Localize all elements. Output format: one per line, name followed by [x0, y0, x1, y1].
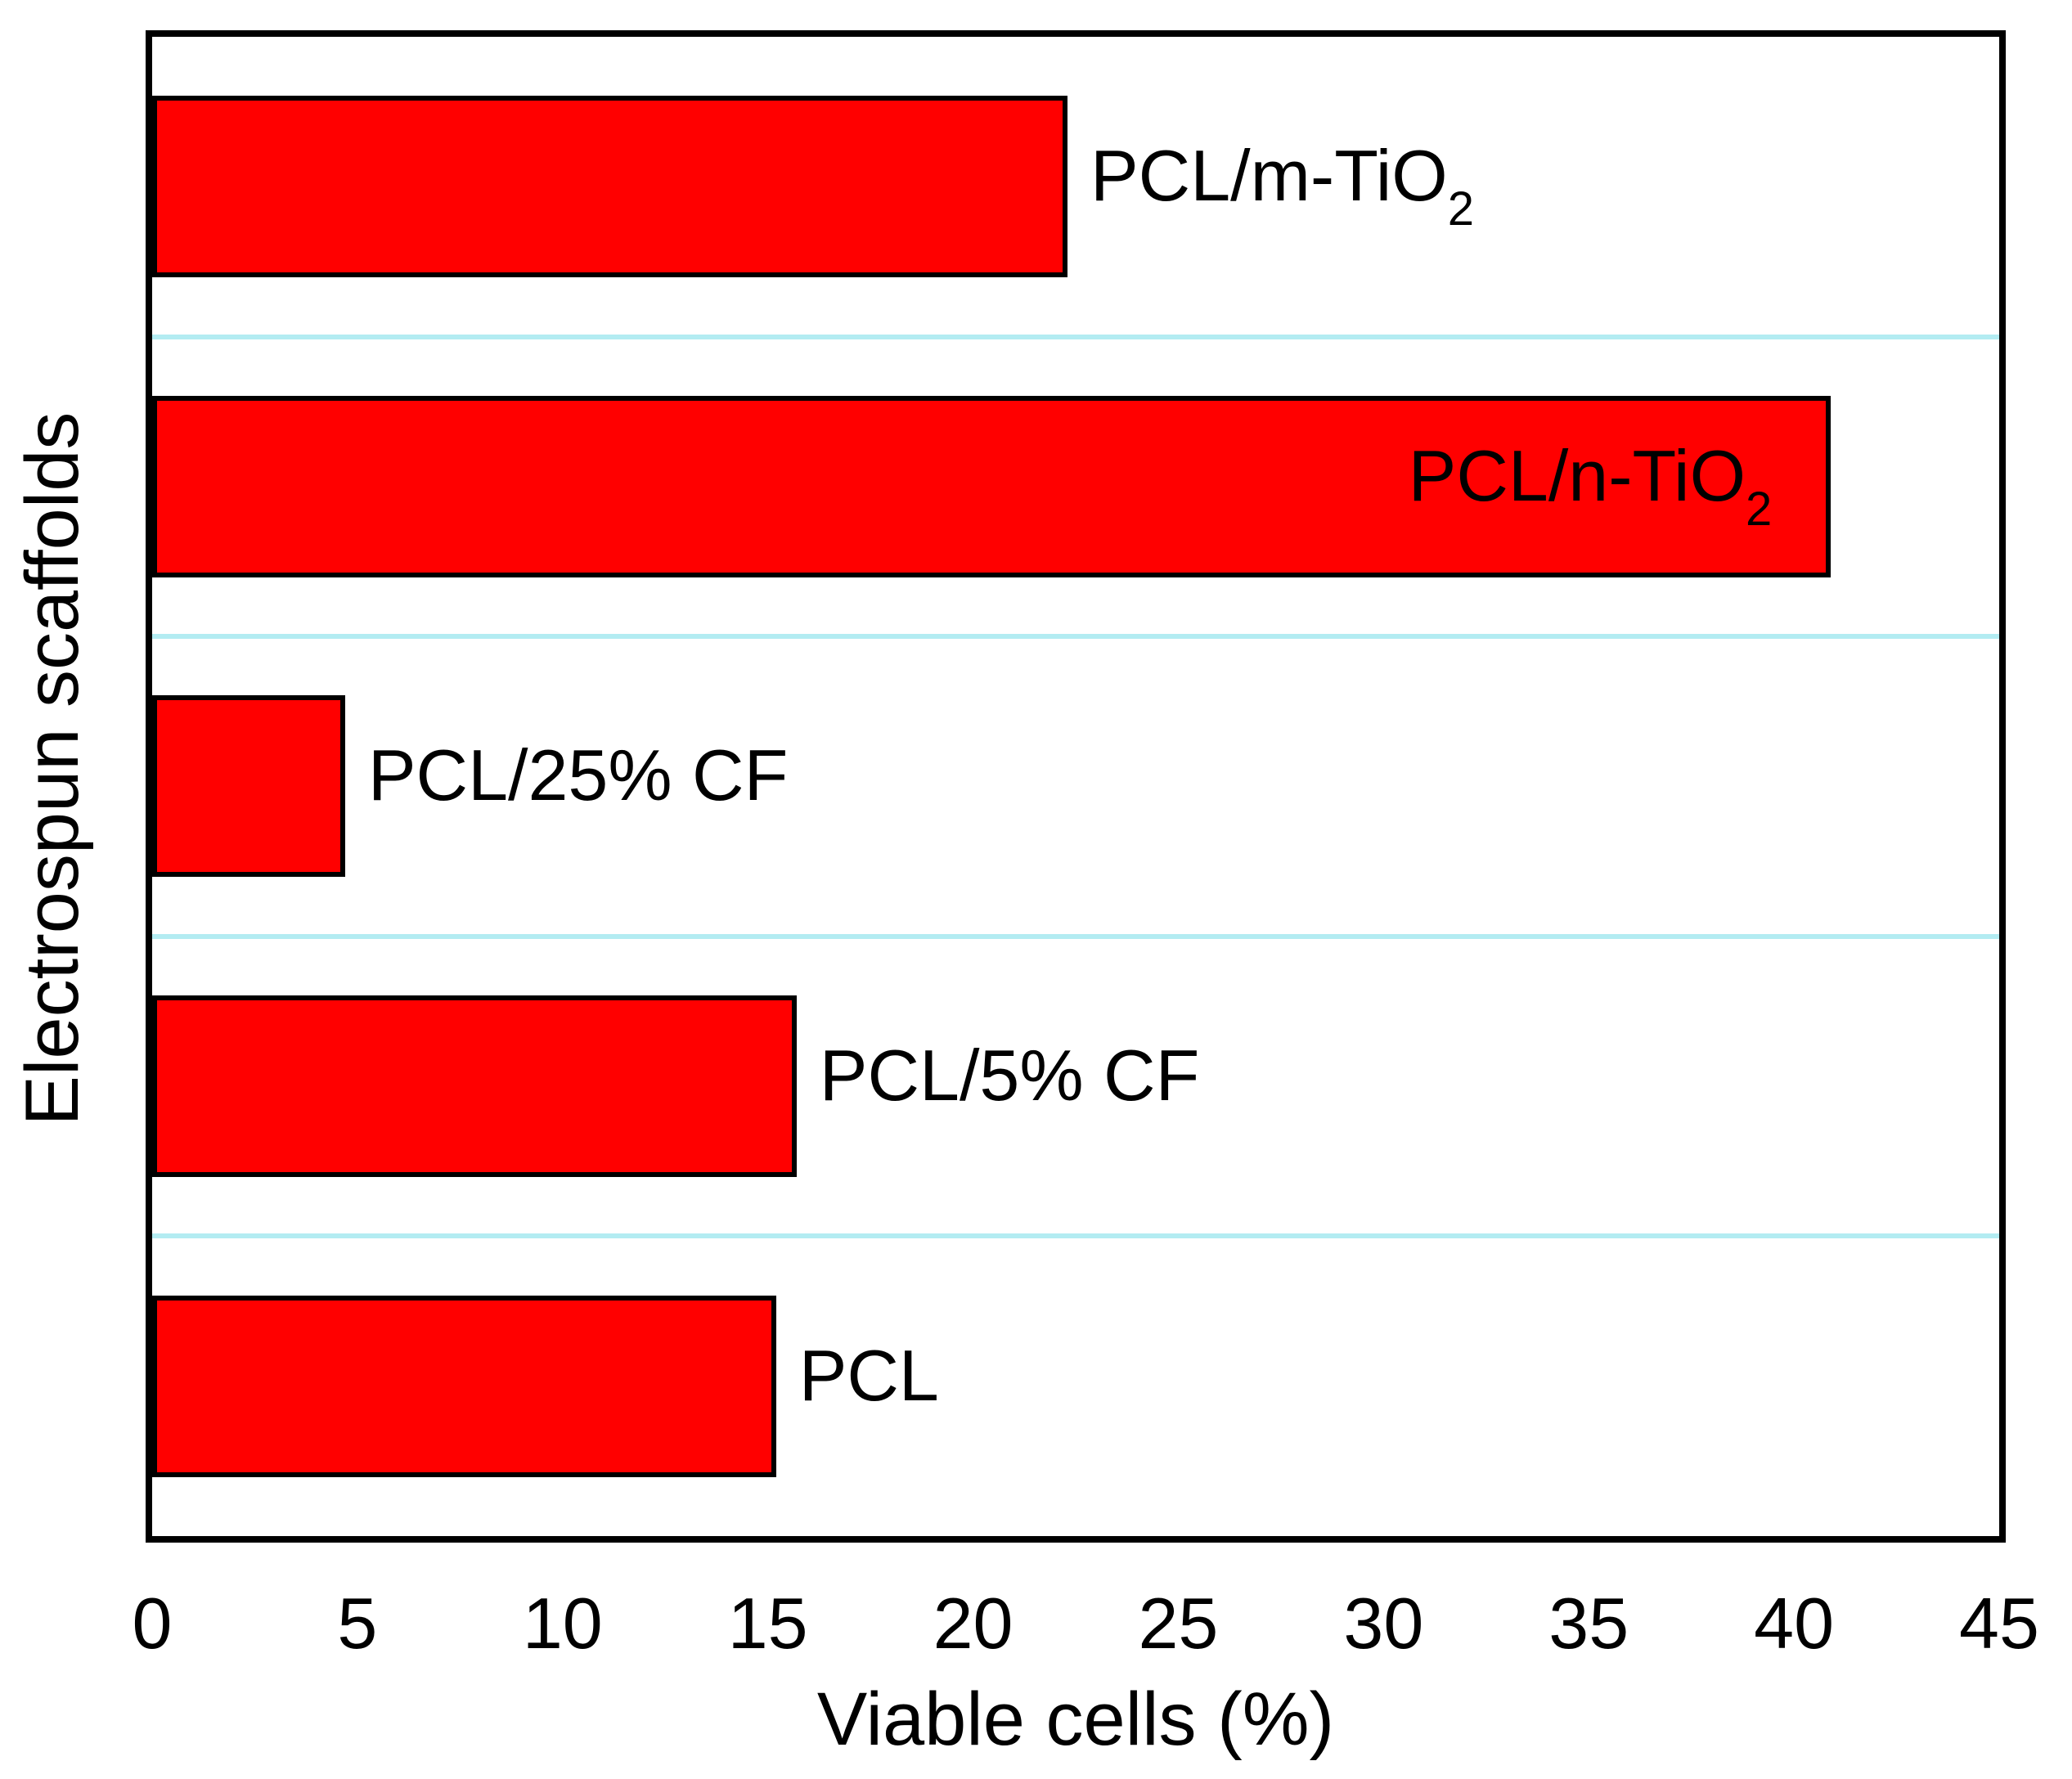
x-axis-tick-labels: 0 5 10 15 20 25 30 35 40 45 — [133, 1575, 2039, 1673]
bar-label-pcl-5-cf: PCL/5% CF — [820, 1040, 1200, 1133]
plot-area: PCL/m-TiO2 PCL/n-TiO2 PCL/25% CF PCL/5% … — [146, 30, 2006, 1543]
bar-label-text: PCL/n-TiO — [1408, 434, 1746, 516]
bar-row-pcl-5-cf: PCL/5% CF — [152, 937, 1999, 1237]
x-tick-label: 10 — [522, 1583, 603, 1664]
x-tick-label: 0 — [132, 1583, 173, 1664]
bar-row-pcl-25-cf: PCL/25% CF — [152, 636, 1999, 937]
bar-label-pcl-m-tio2: PCL/m-TiO2 — [1090, 140, 1474, 233]
x-tick-label: 15 — [727, 1583, 808, 1664]
bar-label-text: PCL/5% CF — [819, 1035, 1200, 1116]
bar-label-pcl-n-tio2: PCL/n-TiO2 — [1409, 439, 1773, 536]
bar-row-pcl: PCL — [152, 1236, 1999, 1536]
bar-row-pcl-m-tio2: PCL/m-TiO2 — [152, 37, 1999, 337]
bar-label-subscript: 2 — [1447, 182, 1474, 236]
bar-label-pcl-25-cf: PCL/25% CF — [368, 739, 789, 833]
bar-row-pcl-n-tio2: PCL/n-TiO2 — [152, 337, 1999, 637]
bar-label-text: PCL/25% CF — [367, 735, 789, 816]
x-tick-label: 25 — [1138, 1583, 1219, 1664]
x-tick-label: 30 — [1343, 1583, 1424, 1664]
x-tick-label: 5 — [337, 1583, 378, 1664]
bar-label-text: PCL/m-TiO — [1090, 135, 1448, 217]
bar-pcl-25-cf — [152, 695, 345, 878]
bar-pcl-n-tio2 — [152, 395, 1832, 577]
bar-label-pcl: PCL — [799, 1339, 939, 1433]
bar-label-text: PCL — [798, 1334, 939, 1416]
bar-pcl-5-cf — [152, 995, 797, 1178]
bar-pcl-m-tio2 — [152, 96, 1067, 278]
x-tick-label: 20 — [933, 1583, 1014, 1664]
bar-label-subscript: 2 — [1746, 482, 1773, 536]
bar-pcl — [152, 1295, 776, 1477]
x-tick-label: 40 — [1754, 1583, 1835, 1664]
x-tick-label: 45 — [1959, 1583, 2039, 1664]
x-axis-title: Viable cells (%) — [816, 1678, 1335, 1761]
x-tick-label: 35 — [1548, 1583, 1629, 1664]
y-axis-title: Electrospun scaffolds — [11, 411, 94, 1126]
